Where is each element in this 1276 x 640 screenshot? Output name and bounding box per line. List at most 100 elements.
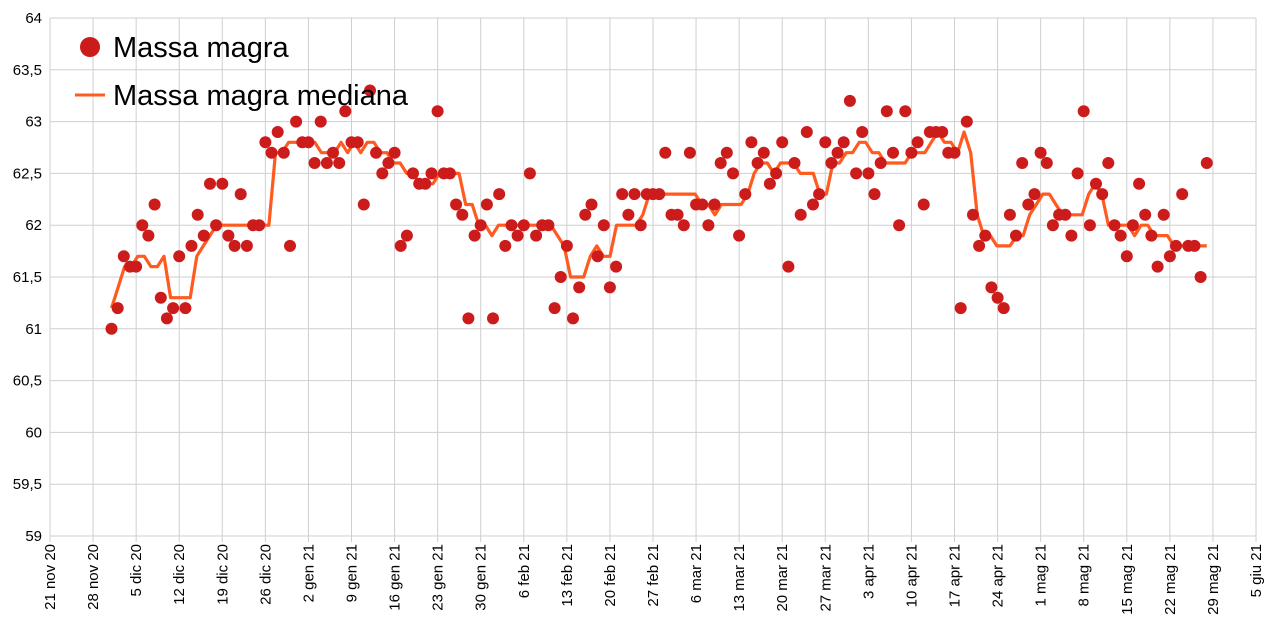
data-point (382, 157, 395, 169)
data-point (856, 126, 869, 138)
data-point (179, 302, 192, 315)
data-point (1034, 146, 1047, 159)
data-point (425, 167, 438, 180)
data-point (616, 188, 629, 201)
data-point (973, 239, 986, 252)
data-point (751, 157, 764, 169)
data-point (727, 167, 739, 180)
data-point (1083, 219, 1096, 232)
data-point (327, 146, 339, 159)
data-point (1176, 188, 1189, 201)
data-point (333, 157, 346, 169)
data-point (1096, 188, 1109, 201)
data-point (450, 198, 463, 211)
data-point (370, 146, 383, 159)
data-point (579, 208, 592, 221)
data-point (843, 94, 856, 107)
y-axis-ticks: 59 59,5 60 60,5 61 61,5 62 62,5 63 63,5 64 (13, 10, 42, 545)
x-tick-label: 26 dic 20 (257, 544, 274, 605)
x-tick-label: 29 mag 21 (1205, 544, 1222, 615)
data-point (770, 167, 783, 180)
data-point (160, 312, 173, 325)
data-point (210, 219, 223, 232)
legend: Massa magra Massa magra mediana (75, 32, 409, 112)
data-point (683, 146, 696, 159)
data-point (240, 239, 253, 252)
y-tick-label: 59 (25, 528, 42, 545)
data-point (1077, 105, 1090, 118)
x-tick-label: 16 gen 21 (387, 544, 404, 611)
x-tick-label: 22 mag 21 (1162, 544, 1179, 615)
data-point (1145, 229, 1158, 242)
data-point (1163, 250, 1176, 263)
data-point (967, 208, 979, 221)
data-point (560, 239, 573, 252)
data-point (1120, 250, 1133, 263)
data-point (142, 229, 155, 242)
data-point (831, 146, 844, 159)
x-tick-label: 5 dic 20 (128, 544, 145, 597)
y-tick-label: 62 (25, 217, 42, 234)
data-point (148, 198, 161, 211)
data-point (603, 281, 616, 294)
x-tick-label: 1 mag 21 (1033, 544, 1050, 607)
data-point (462, 312, 475, 325)
x-tick-label: 10 apr 21 (903, 544, 920, 607)
x-tick-label: 9 gen 21 (344, 544, 361, 602)
data-point (960, 115, 973, 128)
data-point (197, 229, 210, 242)
data-point (954, 302, 967, 315)
data-point (222, 229, 235, 242)
data-point (1108, 219, 1121, 232)
data-point (167, 302, 180, 315)
y-tick-label: 62,5 (13, 165, 42, 182)
data-point (431, 105, 444, 118)
data-point (130, 260, 143, 273)
data-point (290, 115, 303, 128)
data-point (702, 219, 715, 232)
data-point (1022, 198, 1035, 211)
data-point (825, 157, 838, 169)
data-point (1126, 219, 1139, 232)
x-tick-label: 20 mar 21 (774, 544, 791, 612)
data-point (807, 198, 819, 211)
data-point (517, 219, 530, 232)
x-tick-label: 2 gen 21 (300, 544, 317, 602)
data-point (585, 198, 598, 211)
data-point (154, 291, 167, 304)
data-point (499, 239, 512, 252)
data-point (837, 136, 850, 149)
data-point (523, 167, 536, 180)
data-point (677, 219, 690, 232)
data-point (530, 229, 543, 242)
x-tick-label: 15 mag 21 (1119, 544, 1136, 615)
data-point (567, 312, 579, 325)
y-tick-label: 64 (25, 10, 42, 27)
data-point (936, 126, 949, 138)
data-point (622, 208, 635, 221)
data-point (474, 219, 487, 232)
data-point (788, 157, 801, 169)
y-tick-label: 63 (25, 114, 42, 131)
data-point (320, 157, 333, 169)
data-point (862, 167, 875, 180)
y-tick-label: 60 (25, 424, 42, 441)
data-point (887, 146, 899, 159)
legend-label-points: Massa magra (113, 32, 290, 64)
data-point (105, 322, 118, 335)
x-tick-label: 27 mar 21 (817, 544, 834, 612)
median-series (109, 130, 1207, 309)
y-tick-label: 59,5 (13, 476, 42, 493)
legend-label-line: Massa magra mediana (113, 80, 409, 112)
data-point (1065, 229, 1078, 242)
data-point (308, 157, 321, 169)
data-point (265, 146, 278, 159)
median-line (109, 130, 1207, 309)
data-point (874, 157, 887, 169)
data-point (216, 177, 229, 190)
x-tick-label: 19 dic 20 (214, 544, 231, 605)
data-point (468, 229, 481, 242)
data-point (1194, 271, 1207, 283)
data-point (1139, 208, 1152, 221)
